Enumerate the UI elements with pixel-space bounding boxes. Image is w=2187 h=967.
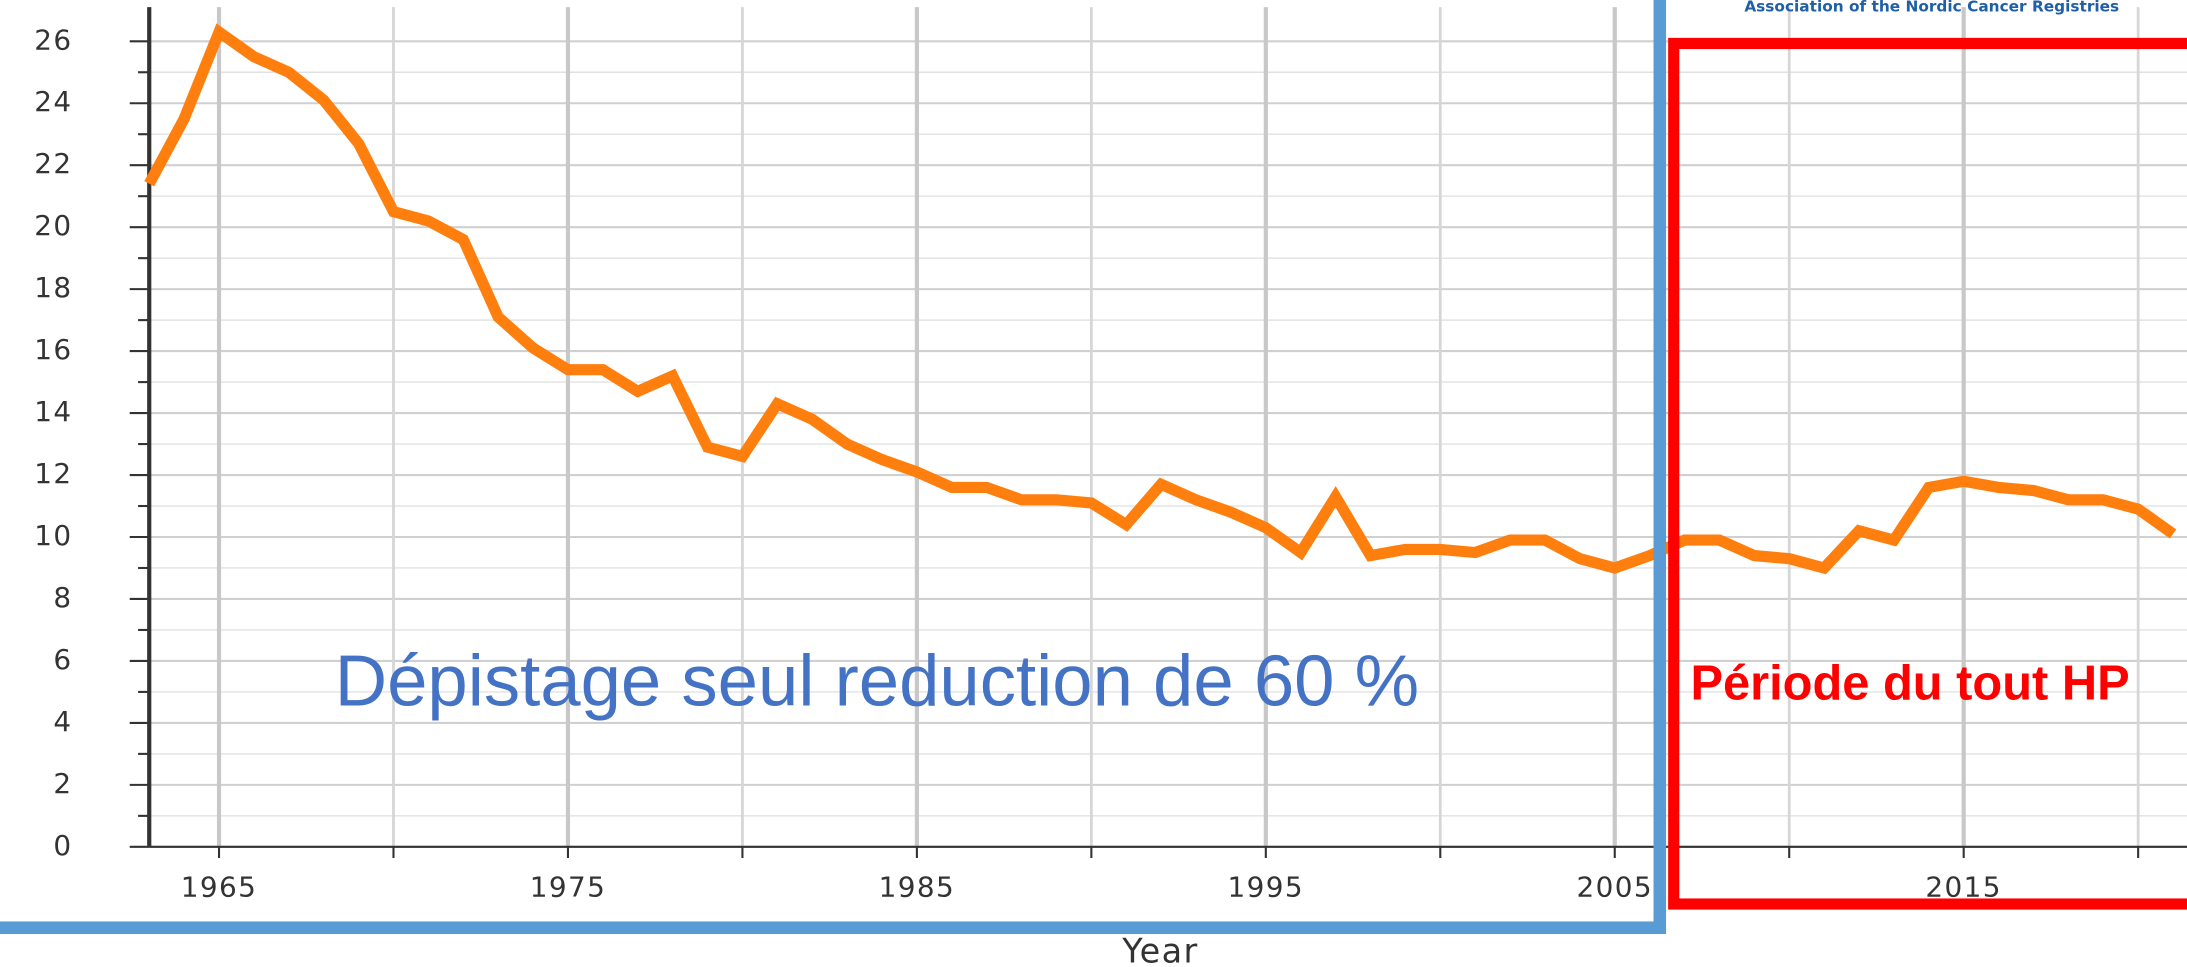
x-tick-label: 1985 <box>879 871 956 904</box>
x-tick-label: 2015 <box>1925 871 2002 904</box>
y-tick-label: 14 <box>34 395 72 428</box>
y-tick-label: 20 <box>34 209 72 242</box>
y-tick-label: 18 <box>34 271 72 304</box>
screening-box <box>0 0 1667 935</box>
x-tick-label: 1965 <box>181 871 258 904</box>
x-tick-label: 1995 <box>1228 871 1305 904</box>
y-tick-label: 12 <box>34 457 72 490</box>
annotation: Période du tout HP <box>1690 656 2129 710</box>
annotation: Dépistage seul reduction de 60 % <box>335 641 1419 722</box>
y-tick-label: 0 <box>53 829 72 862</box>
y-tick-label: 2 <box>53 767 72 800</box>
source: Association of the Nordic Cancer Registr… <box>1744 0 2119 16</box>
data-line <box>144 23 2177 575</box>
y-tick-label: 6 <box>53 643 72 676</box>
y-tick-label: 16 <box>34 333 72 366</box>
x-tick-label: 1975 <box>530 871 607 904</box>
y-tick-label: 8 <box>53 581 72 614</box>
y-tick-label: 26 <box>34 23 72 56</box>
x-tick-label: 2005 <box>1576 871 1653 904</box>
plot <box>144 23 2177 575</box>
hpv-box <box>1668 37 2187 910</box>
y-tick-label: 24 <box>34 85 72 118</box>
y-tick-label: 22 <box>34 147 72 180</box>
y-tick-label: 10 <box>34 519 72 552</box>
y-tick-label: 4 <box>53 705 72 738</box>
x-axis-label: Year <box>1121 931 1198 967</box>
